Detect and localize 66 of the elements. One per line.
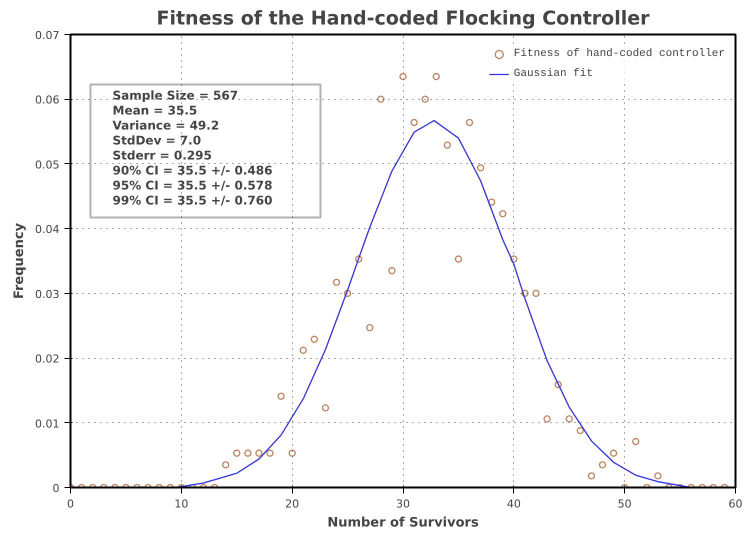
point xyxy=(322,404,330,412)
point xyxy=(355,255,362,263)
point xyxy=(366,324,374,332)
x-tick-label: 40 xyxy=(506,498,521,510)
y-tick-label: 0.04 xyxy=(35,223,60,236)
legend-label: Fitness of hand-coded controller xyxy=(514,48,725,60)
point xyxy=(610,450,618,457)
y-tick-label: 0.06 xyxy=(35,94,60,107)
annotation: StdDev = 7.0 xyxy=(112,134,202,148)
point xyxy=(598,461,606,468)
point xyxy=(388,267,396,274)
x-tick-label: 10 xyxy=(174,498,188,510)
annotation: Variance = 49.2 xyxy=(112,118,220,132)
point xyxy=(566,415,573,423)
point xyxy=(310,336,318,343)
annotation: 95% CI = 35.5 +/- 0.578 xyxy=(112,178,272,192)
point xyxy=(654,472,662,480)
point xyxy=(499,210,506,218)
point xyxy=(255,450,263,457)
point xyxy=(222,461,230,468)
x-tick-label: 0 xyxy=(67,498,74,510)
point xyxy=(521,290,529,297)
y-tick-label: 0.05 xyxy=(35,158,60,172)
x-tick-label: 30 xyxy=(396,498,410,510)
point xyxy=(266,450,274,457)
annotation: Stderr = 0.295 xyxy=(112,148,212,162)
x-tick-label: 50 xyxy=(618,498,632,510)
y-tick-label: 0.07 xyxy=(35,29,60,42)
point xyxy=(432,72,440,80)
legend-label: Gaussian fit xyxy=(514,68,593,80)
point xyxy=(244,450,252,457)
point xyxy=(532,290,540,297)
annotation: Mean = 35.5 xyxy=(112,104,198,118)
x-tick-label: 20 xyxy=(285,498,300,510)
point xyxy=(332,278,340,286)
point xyxy=(344,290,352,297)
point xyxy=(300,346,307,354)
y-tick-label: 0.03 xyxy=(35,288,60,301)
point xyxy=(377,96,384,103)
point xyxy=(554,380,562,388)
point xyxy=(444,142,451,149)
y-tick-label: 0.01 xyxy=(35,417,60,430)
annotation: Sample Size = 567 xyxy=(112,88,238,102)
y-tick-label: 0.02 xyxy=(35,352,60,366)
point xyxy=(466,118,474,126)
x-axis-title: Number of Survivors xyxy=(327,516,479,530)
point xyxy=(576,426,584,434)
point xyxy=(454,255,462,263)
point xyxy=(543,415,551,423)
y-tick-label: 0 xyxy=(52,482,60,495)
point xyxy=(632,438,640,446)
point xyxy=(476,164,484,172)
point xyxy=(277,392,285,400)
x-tick-label: 60 xyxy=(728,498,742,510)
point xyxy=(488,198,496,206)
y-axis-title: Frequency xyxy=(12,222,28,300)
point xyxy=(510,255,518,263)
point xyxy=(399,72,407,80)
chart-title: Fitness of the Hand-coded Flocking Controller xyxy=(156,8,650,30)
annotation: 90% CI = 35.5 +/- 0.486 xyxy=(112,164,272,178)
point xyxy=(288,450,296,457)
point xyxy=(233,450,240,457)
point xyxy=(422,96,429,103)
point xyxy=(588,472,596,480)
annotation: 99% CI = 35.5 +/- 0.760 xyxy=(112,194,272,208)
point xyxy=(410,118,418,126)
